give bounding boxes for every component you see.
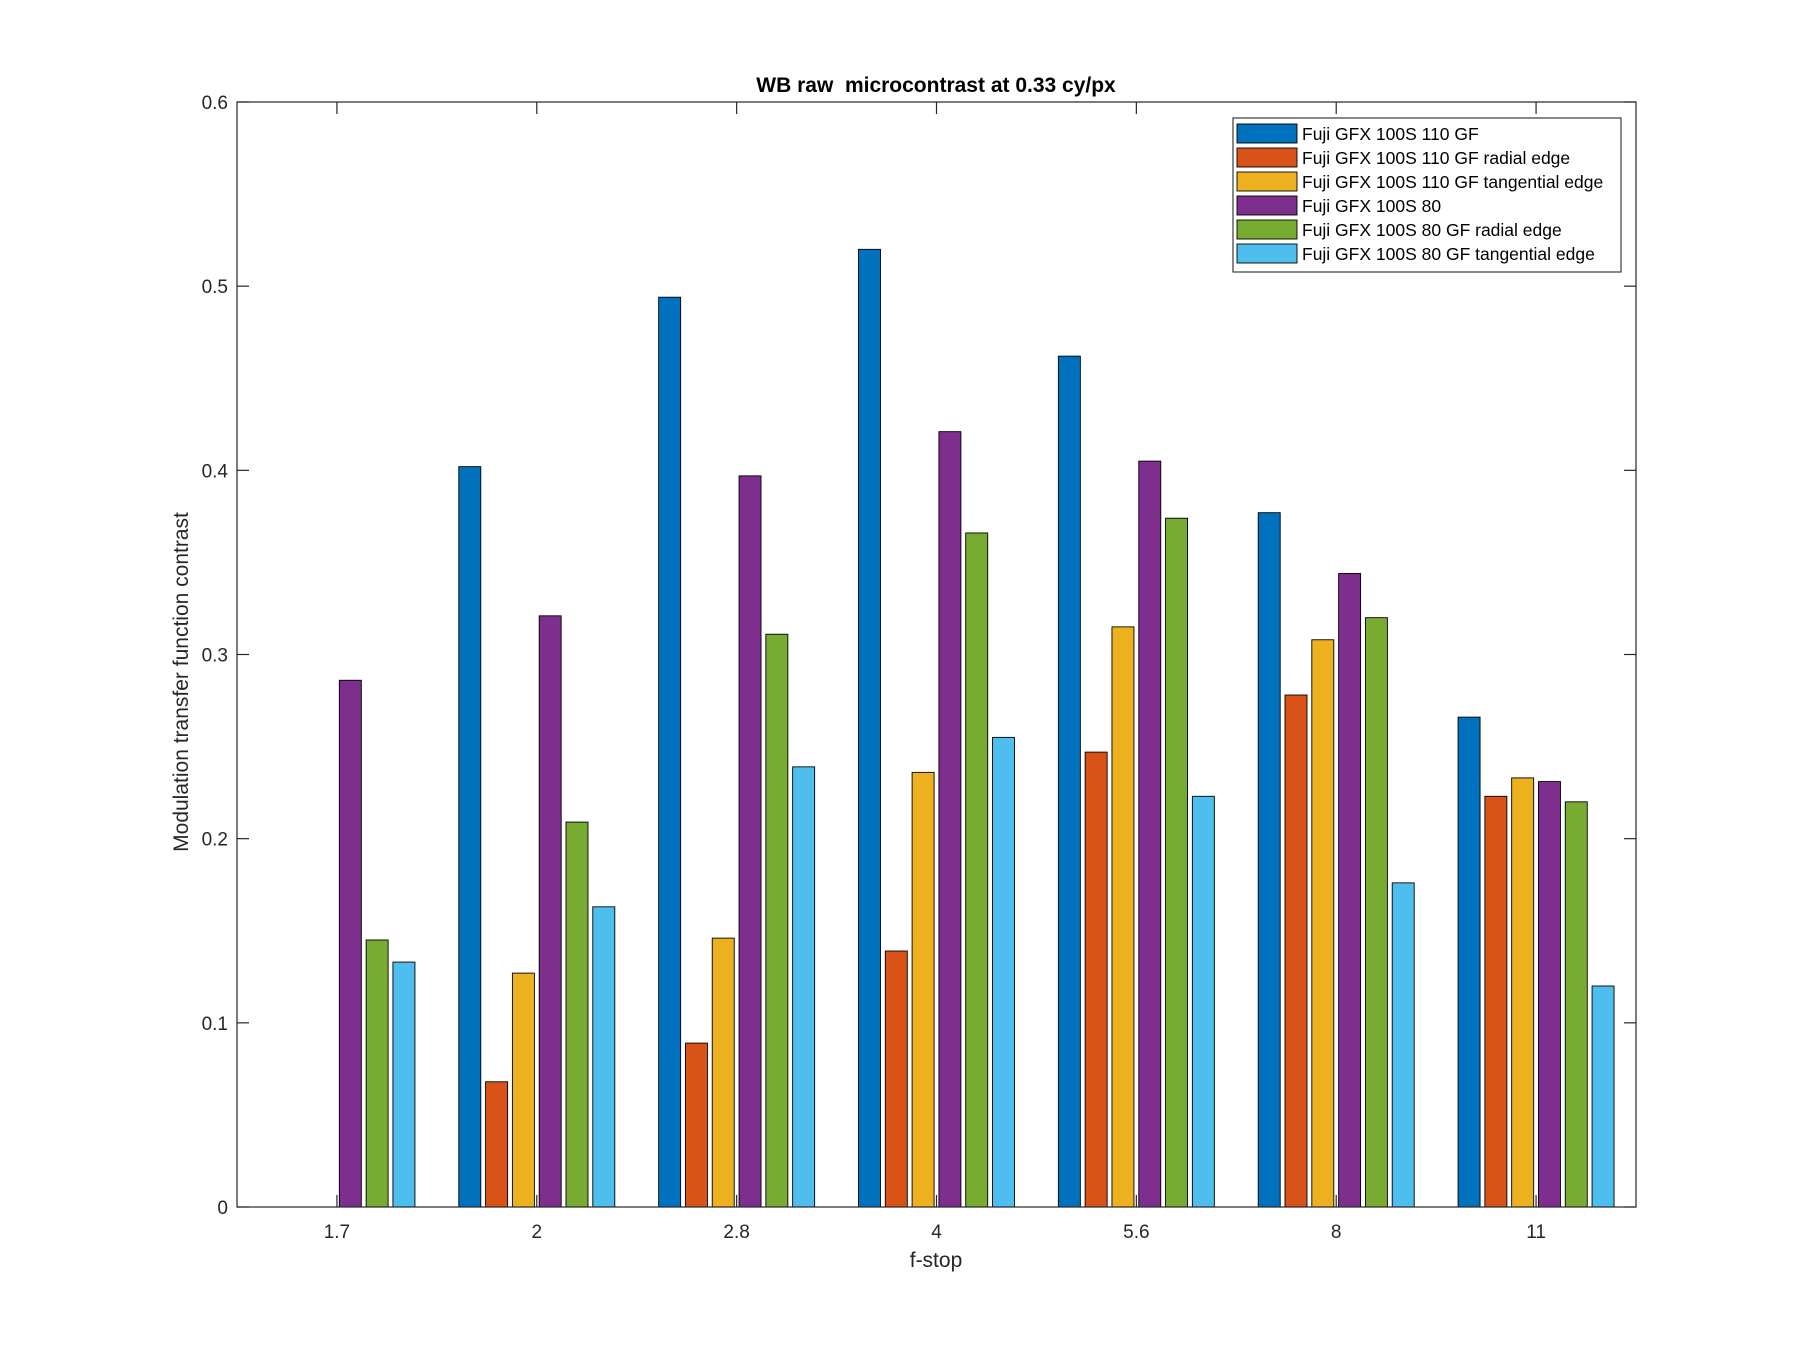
bar-series5-8 — [1364, 617, 1388, 1208]
bar-series5-4 — [965, 532, 989, 1208]
bar-series3-2_8 — [711, 937, 735, 1208]
x-tick-label: 8 — [1331, 1222, 1342, 1243]
y-tick-label: 0.2 — [202, 830, 228, 851]
x-tick-label: 1.7 — [324, 1222, 350, 1243]
legend-swatch-6 — [1236, 243, 1298, 264]
bar-series3-5_6 — [1111, 626, 1135, 1208]
y-tick-label: 0 — [217, 1198, 228, 1219]
bar-series2-8 — [1284, 694, 1308, 1208]
bar-series1-5_6 — [1057, 355, 1081, 1208]
y-tick-label: 0.4 — [202, 461, 229, 482]
bar-series6-2_8 — [792, 766, 816, 1208]
x-axis-label: f-stop — [910, 1249, 963, 1272]
bar-series2-2_8 — [684, 1042, 708, 1208]
y-tick-label: 0.3 — [202, 646, 228, 667]
bar-series5-2 — [565, 821, 589, 1208]
legend-swatch-3 — [1236, 171, 1298, 192]
bar-series1-2 — [458, 466, 482, 1208]
legend-label-6: Fuji GFX 100S 80 GF tangential edge — [1302, 244, 1595, 264]
legend-label-3: Fuji GFX 100S 110 GF tangential edge — [1302, 172, 1603, 192]
legend-label-5: Fuji GFX 100S 80 GF radial edge — [1302, 220, 1562, 240]
axes-group: 0 0.1 0.2 0.3 0.4 0.5 0.6 1.7 2 2.8 4 5.6 8 11 — [202, 93, 1637, 1243]
bar-series4-11 — [1538, 781, 1561, 1208]
bar-series1-2_8 — [658, 296, 682, 1208]
bar-series5-11 — [1564, 801, 1588, 1208]
bar-series4-2_8 — [738, 475, 762, 1208]
y-tick-label: 0.1 — [202, 1014, 228, 1035]
bar-series4-8 — [1338, 573, 1362, 1208]
bar-series2-5_6 — [1084, 751, 1108, 1208]
legend-label-2: Fuji GFX 100S 110 GF radial edge — [1302, 148, 1570, 168]
bar-series5-5_6 — [1165, 517, 1189, 1208]
bar-series4-4 — [938, 431, 962, 1208]
bar-series6-1_7 — [392, 961, 416, 1208]
x-tick-label: 11 — [1526, 1222, 1546, 1243]
legend-swatch-2 — [1236, 147, 1298, 168]
chart-title: WB raw microcontrast at 0.33 cy/px — [756, 74, 1116, 97]
bar-series1-4 — [858, 248, 881, 1208]
y-tick-label: 0.6 — [202, 93, 228, 114]
x-tick-label: 4 — [931, 1222, 942, 1243]
bar-series2-2 — [485, 1081, 509, 1208]
legend-swatch-1 — [1236, 123, 1298, 144]
legend: Fuji GFX 100S 110 GF Fuji GFX 100S 110 GF… — [1232, 117, 1622, 273]
bar-series3-4 — [911, 771, 935, 1208]
bar-series4-1_7 — [338, 679, 362, 1208]
bar-series2-11 — [1484, 795, 1508, 1208]
x-tick-label: 5.6 — [1123, 1222, 1149, 1243]
legend-label-1: Fuji GFX 100S 110 GF — [1302, 124, 1479, 144]
x-tick-label: 2 — [531, 1222, 542, 1243]
bar-series6-8 — [1391, 882, 1415, 1208]
y-axis-label: Modulation transfer function contrast — [170, 512, 193, 852]
legend-swatch-5 — [1236, 219, 1298, 240]
bar-series3-2 — [511, 972, 535, 1208]
legend-label-4: Fuji GFX 100S 80 — [1302, 196, 1441, 216]
bar-series3-11 — [1511, 777, 1535, 1208]
legend-swatch-4 — [1236, 195, 1298, 216]
bar-series5-1_7 — [365, 939, 389, 1208]
legend-box — [1232, 117, 1622, 273]
bars-group — [338, 248, 1615, 1208]
bar-series4-5_6 — [1138, 460, 1162, 1208]
bar-series6-11 — [1591, 985, 1615, 1208]
bar-series2-4 — [884, 950, 908, 1208]
bar-series6-5_6 — [1191, 795, 1215, 1208]
bar-series1-8 — [1257, 512, 1281, 1208]
bar-series3-8 — [1311, 639, 1335, 1208]
bar-series4-2 — [538, 615, 562, 1208]
bar-series6-4 — [992, 736, 1015, 1208]
x-tick-label: 2.8 — [723, 1222, 749, 1243]
bar-series6-2 — [592, 906, 616, 1208]
y-tick-label: 0.5 — [202, 277, 228, 298]
bar-series5-2_8 — [765, 633, 789, 1208]
bar-series1-11 — [1457, 716, 1481, 1208]
